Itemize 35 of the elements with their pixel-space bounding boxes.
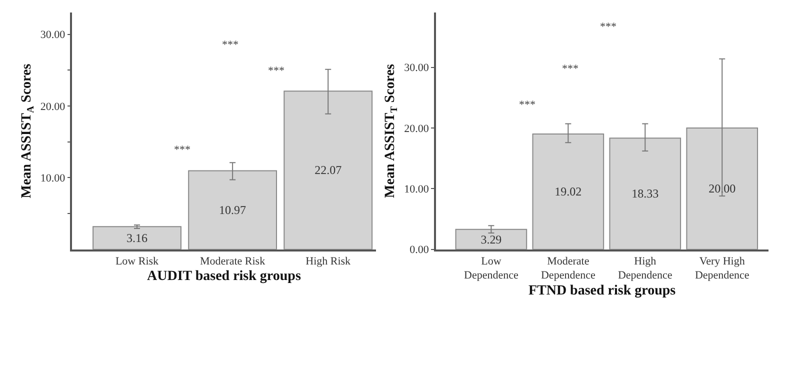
data-label: 3.16 — [126, 231, 148, 246]
x-tick-label: Moderate Dependence — [540, 255, 596, 282]
y-tick-label: 10.00 — [404, 184, 430, 196]
x-axis-title: FTND based risk groups — [528, 283, 676, 298]
annotation: *** — [268, 65, 284, 77]
bar — [284, 90, 373, 250]
x-tick-label: Low Dependence — [464, 255, 518, 282]
data-label: 19.02 — [554, 184, 582, 199]
y-tick-label: 30.00 — [404, 62, 430, 74]
data-label: 22.07 — [314, 163, 342, 178]
y-tick-label: 10.00 — [40, 172, 66, 184]
annotation: *** — [600, 21, 616, 33]
x-tick-label: High Dependence — [618, 255, 672, 282]
bar — [532, 133, 604, 250]
bar — [686, 128, 758, 250]
x-tick-label: Moderate Risk — [200, 255, 266, 268]
x-tick-label: Low Risk — [115, 255, 160, 268]
x-axis-title: AUDIT based risk groups — [146, 269, 302, 284]
y-tick-label: 30.00 — [40, 29, 66, 42]
bar — [188, 170, 278, 250]
y-tick-label: 20.00 — [40, 100, 66, 113]
annotation: *** — [562, 63, 578, 75]
x-tick-label: High Risk — [306, 255, 352, 268]
annotation: *** — [222, 39, 238, 51]
annotation: *** — [519, 99, 536, 111]
y-tick-label: 0.00 — [410, 244, 430, 256]
data-label: 3.29 — [480, 232, 502, 246]
data-label: 18.33 — [632, 186, 659, 201]
y-tick-label: 20.00 — [404, 122, 430, 135]
bar — [609, 138, 682, 250]
bar — [92, 226, 182, 250]
data-label: 10.97 — [219, 203, 246, 218]
annotation: *** — [174, 144, 190, 156]
x-tick-label: Very High Dependence — [694, 255, 750, 282]
bar — [455, 228, 528, 250]
